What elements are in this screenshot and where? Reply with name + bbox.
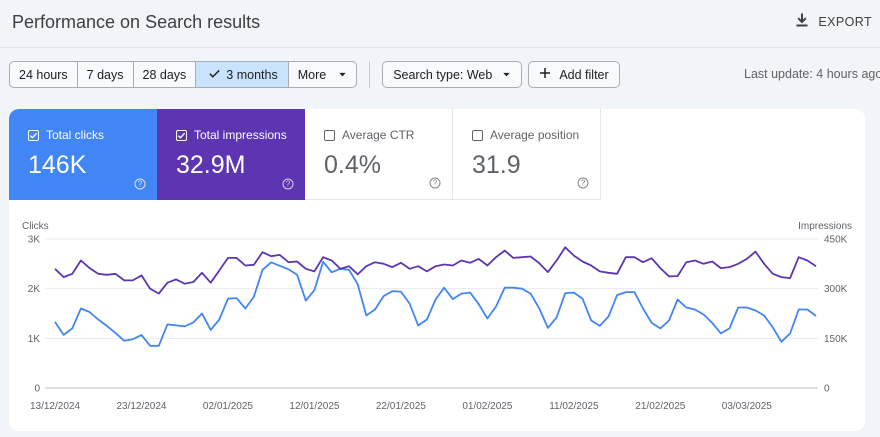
x-axis-tick-label: 12/01/2025 <box>289 401 339 412</box>
svg-text:?: ? <box>138 180 143 189</box>
right-axis-title: Impressions <box>798 221 852 232</box>
caret-down-icon <box>502 68 511 82</box>
x-axis-tick-label: 03/03/2025 <box>722 401 772 412</box>
metric-value: 146K <box>28 151 87 179</box>
add-filter-button[interactable]: Add filter <box>528 61 620 88</box>
left-axis-title: Clicks <box>22 221 49 232</box>
search-type-dropdown[interactable]: Search type: Web <box>382 61 523 88</box>
range-label: 24 hours <box>19 67 68 82</box>
range-24-hours[interactable]: 24 hours <box>10 62 78 87</box>
series-line-clicks <box>54 260 817 347</box>
range-label: More <box>297 67 327 82</box>
export-label: EXPORT <box>818 14 872 29</box>
x-axis-tick-label: 22/01/2025 <box>376 401 426 412</box>
toolbar: 24 hours 7 days 28 days 3 months More Se… <box>9 61 620 88</box>
metric-value: 31.9 <box>472 151 521 179</box>
metric-label: Average CTR <box>342 128 415 142</box>
checkbox-unchecked-icon[interactable] <box>472 129 483 141</box>
range-label: 3 months <box>226 67 278 82</box>
left-axis-tick-label: 3K <box>28 235 41 246</box>
metric-value: 32.9M <box>176 151 246 179</box>
right-axis-tick-label: 150K <box>824 334 848 345</box>
metric-total-impressions[interactable]: Total impressions 32.9M ? <box>157 109 305 200</box>
search-type-label: Search type: Web <box>393 67 493 82</box>
help-circle-icon[interactable]: ? <box>429 176 441 189</box>
performance-chart[interactable]: 0 0 1K 150K 2K 300K 3K 450K Clicks Impressions 13/… <box>0 200 880 425</box>
left-axis-tick-label: 0 <box>34 384 40 395</box>
checkbox-checked-icon[interactable] <box>28 129 39 141</box>
range-more-dropdown[interactable]: More <box>289 62 356 87</box>
range-28-days[interactable]: 28 days <box>134 62 197 87</box>
metric-total-clicks[interactable]: Total clicks 146K ? <box>9 109 157 200</box>
help-circle-icon[interactable]: ? <box>577 176 589 189</box>
add-filter-label: Add filter <box>559 67 609 82</box>
download-icon <box>794 12 810 31</box>
metric-label: Total clicks <box>46 128 105 142</box>
series-line-impressions <box>54 246 817 295</box>
caret-down-icon <box>338 68 347 82</box>
export-button[interactable]: EXPORT <box>794 12 872 31</box>
checkbox-unchecked-icon[interactable] <box>324 129 335 141</box>
performance-card: Total clicks 146K ? Total impressions 32… <box>9 109 865 431</box>
checkbox-checked-icon[interactable] <box>176 129 187 141</box>
x-axis-tick-label: 13/12/2024 <box>30 401 80 412</box>
range-7-days[interactable]: 7 days <box>78 62 134 87</box>
range-label: 28 days <box>142 67 187 82</box>
svg-text:?: ? <box>581 179 586 188</box>
x-axis-tick-label: 02/01/2025 <box>203 401 253 412</box>
right-axis-tick-label: 450K <box>824 235 848 246</box>
date-range-selector: 24 hours 7 days 28 days 3 months More <box>9 61 358 88</box>
range-3-months[interactable]: 3 months <box>196 62 289 87</box>
help-circle-icon[interactable]: ? <box>282 177 294 190</box>
right-axis-tick-label: 0 <box>824 384 830 395</box>
header-divider <box>0 47 880 48</box>
check-icon <box>208 67 221 83</box>
left-axis-tick-label: 1K <box>28 334 41 345</box>
x-axis-tick-label: 21/02/2025 <box>635 401 685 412</box>
help-circle-icon[interactable]: ? <box>134 177 146 190</box>
metric-label: Total impressions <box>194 128 287 142</box>
metric-average-position[interactable]: Average position 31.9 ? <box>453 109 601 200</box>
page-title: Performance on Search results <box>12 12 261 32</box>
left-axis-tick-label: 2K <box>28 284 41 295</box>
range-label: 7 days <box>86 67 124 82</box>
svg-text:?: ? <box>286 180 291 189</box>
metric-value: 0.4% <box>324 151 381 179</box>
x-axis-tick-label: 11/02/2025 <box>549 401 599 412</box>
toolbar-divider <box>369 61 371 88</box>
last-update-text: Last update: 4 hours ago <box>744 67 880 81</box>
metric-average-ctr[interactable]: Average CTR 0.4% ? <box>305 109 453 200</box>
x-axis-tick-label: 23/12/2024 <box>116 401 166 412</box>
metric-label: Average position <box>490 128 580 142</box>
right-axis-tick-label: 300K <box>824 284 848 295</box>
plus-icon <box>539 67 551 82</box>
x-axis-tick-label: 01/02/2025 <box>462 401 512 412</box>
svg-text:?: ? <box>433 179 438 188</box>
